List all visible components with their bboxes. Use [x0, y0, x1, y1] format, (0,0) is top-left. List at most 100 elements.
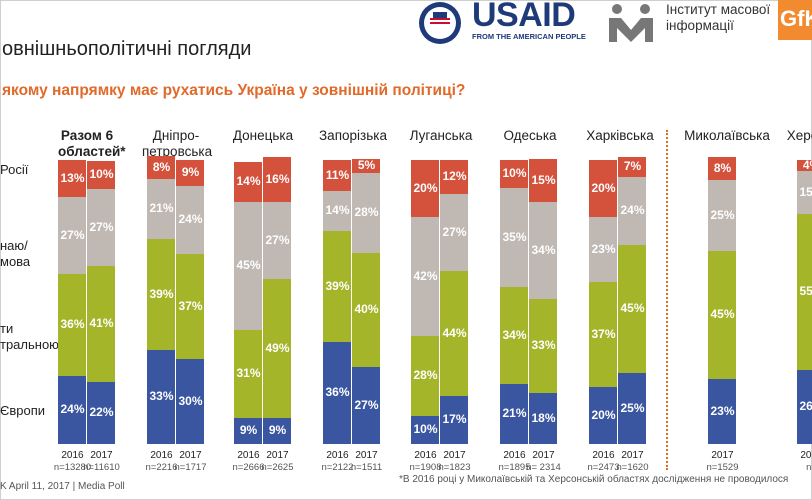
data-label: 41%	[89, 316, 114, 330]
data-label: 5%	[357, 158, 376, 172]
data-label: 25%	[620, 400, 645, 415]
sample-size-label: n=1823	[438, 462, 471, 473]
data-label: 31%	[236, 366, 261, 380]
bar-segment-europe	[176, 359, 205, 444]
sample-size-label: n=1620	[616, 462, 649, 473]
bar-segment-russia	[87, 161, 116, 189]
footnote: *В 2016 році у Миколаївській та Херсонсь…	[399, 474, 789, 485]
sample-size-label: n=11610	[83, 462, 120, 473]
data-label: 27%	[89, 219, 114, 234]
data-label: 13%	[60, 170, 85, 185]
bar-segment-neutral	[352, 253, 381, 367]
data-label: 40%	[354, 302, 379, 316]
data-label: 9%	[181, 165, 200, 179]
usaid-logo: USAID FROM THE AMERICAN PEOPLE	[416, 0, 602, 46]
year-label: 2017	[90, 450, 113, 461]
sample-size-label: n=1529	[706, 462, 739, 473]
region-label: Луганська	[409, 128, 473, 143]
bar-segment-russia	[176, 160, 205, 186]
data-label: 9%	[268, 423, 287, 437]
sample-size-label: n=1717	[174, 462, 207, 473]
year-label: 2016	[61, 450, 84, 461]
sample-size-label: n=2216	[145, 462, 178, 473]
data-label: 27%	[265, 232, 290, 247]
bar-segment-russia	[263, 157, 292, 202]
data-label: 45%	[620, 301, 645, 315]
year-label: 2017	[800, 450, 812, 461]
bar-segment-undecided	[263, 202, 292, 279]
year-label: 2017	[179, 450, 202, 461]
usaid-seal-icon	[419, 2, 461, 44]
bar-segment-neutral	[234, 330, 263, 418]
data-label: 7%	[623, 159, 642, 173]
data-label: 26%	[799, 399, 812, 413]
bar-segment-europe	[411, 416, 440, 444]
category-label-neutral: ти тральною	[0, 321, 59, 352]
data-label: 25%	[710, 207, 735, 222]
bar-segment-russia	[323, 160, 352, 191]
bar-segment-russia	[234, 162, 263, 202]
data-label: 49%	[265, 340, 290, 355]
year-label: 2017	[266, 450, 289, 461]
year-label: 2017	[355, 450, 378, 461]
bar-segment-undecided	[87, 189, 116, 266]
bar-segment-europe	[797, 370, 812, 444]
sample-size-label: n=2625	[261, 462, 294, 473]
category-label-europe: Європи	[0, 403, 46, 418]
data-label: 9%	[239, 423, 258, 437]
region-label: Донецька	[232, 128, 294, 143]
year-label: 2016	[237, 450, 260, 461]
source-note: K April 11, 2017 | Media Poll	[0, 481, 125, 492]
data-label: 14%	[236, 174, 261, 188]
data-label: 20%	[591, 407, 616, 422]
region-label: Херсо	[786, 128, 812, 143]
bar-segment-europe	[589, 387, 618, 444]
data-label: 15%	[531, 172, 556, 187]
year-label: 2016	[414, 450, 437, 461]
bar-segment-undecided	[323, 191, 352, 231]
bar-segment-russia	[708, 157, 737, 180]
data-label: 30%	[178, 393, 203, 408]
sample-size-label: n=2473	[587, 462, 620, 473]
data-label: 27%	[442, 224, 467, 239]
data-label: 37%	[178, 298, 203, 313]
imi-name-line1: Інститут масової	[666, 2, 771, 17]
bar-segment-undecided	[411, 217, 440, 336]
sample-size-label: n=1511	[350, 462, 383, 473]
data-label: 33%	[149, 389, 174, 403]
data-label: 37%	[591, 326, 616, 341]
bar-segment-russia	[529, 159, 558, 202]
bar-segment-russia	[797, 160, 812, 171]
usaid-tagline: FROM THE AMERICAN PEOPLE	[472, 32, 586, 41]
data-label: 24%	[178, 212, 203, 226]
year-label: 2017	[443, 450, 466, 461]
bar-segment-neutral	[87, 266, 116, 382]
data-label: 23%	[710, 403, 735, 418]
bar-segment-europe	[529, 393, 558, 444]
bar-segment-undecided	[176, 186, 205, 254]
data-label: 4%	[802, 157, 812, 172]
data-label: 10%	[413, 422, 438, 436]
data-label: 22%	[89, 405, 114, 419]
data-label: 10%	[89, 167, 114, 181]
data-label: 28%	[354, 205, 379, 219]
data-label: 36%	[60, 317, 85, 331]
data-label: 21%	[149, 201, 174, 215]
bar-segment-neutral	[58, 274, 87, 376]
bar-segment-undecided	[618, 177, 647, 245]
data-label: 18%	[531, 410, 556, 425]
bar-segment-europe	[323, 342, 352, 444]
data-label: 8%	[152, 159, 171, 174]
data-label: 39%	[325, 278, 350, 293]
data-label: 17%	[442, 412, 467, 426]
survey-question: якому напрямку має рухатись Україна у зо…	[2, 82, 466, 99]
category-label-undecided: наю/ мова	[0, 238, 31, 269]
data-label: 23%	[591, 241, 616, 256]
bar-segment-russia	[58, 160, 87, 197]
bar-segment-europe	[500, 384, 529, 444]
region-label: Дніпро- петровська	[142, 128, 213, 159]
region-label: Одеська	[503, 128, 557, 143]
bar-segment-europe	[352, 367, 381, 444]
data-label: 34%	[502, 327, 527, 342]
